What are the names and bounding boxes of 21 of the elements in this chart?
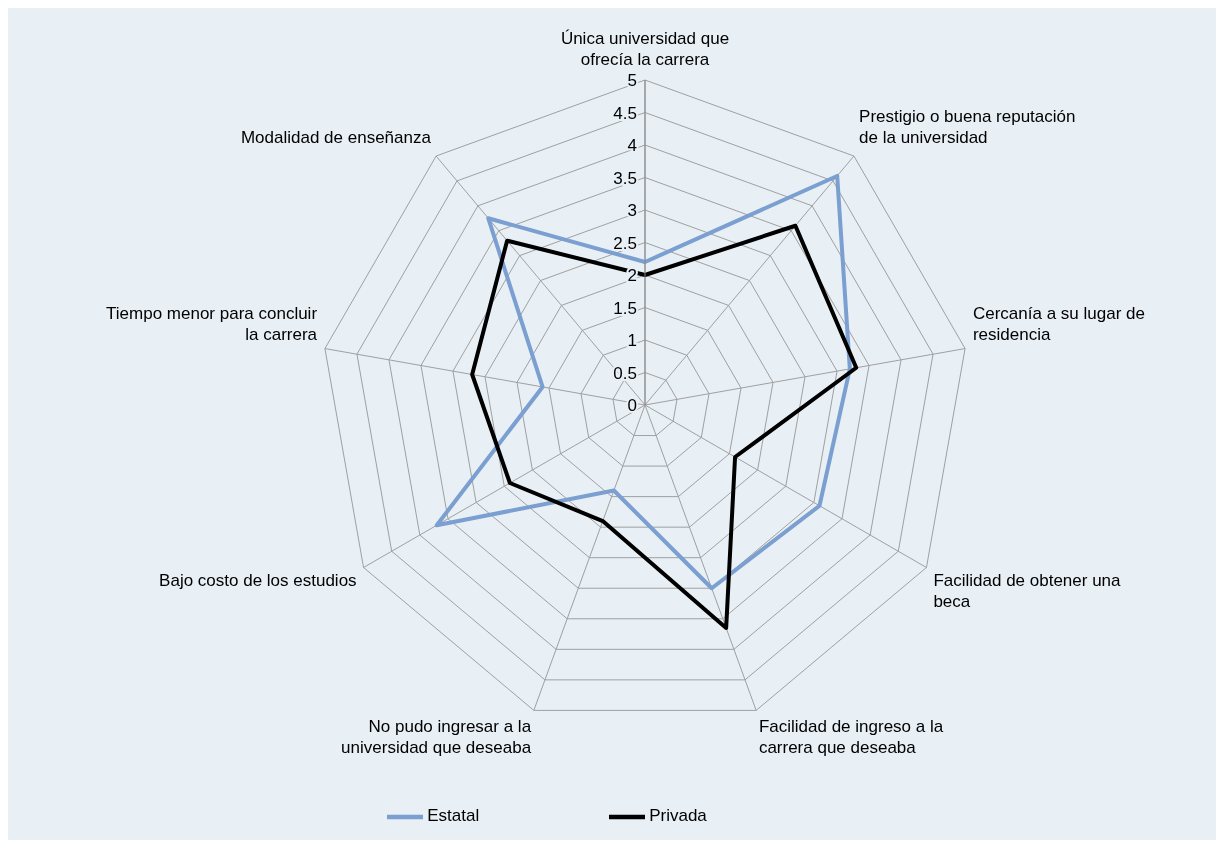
y-tick-label: 3: [627, 201, 637, 220]
y-tick-label: 1: [627, 331, 637, 350]
y-tick-label: 0: [627, 396, 637, 415]
spoke-label: Modalidad de enseñanza: [240, 127, 432, 147]
spoke-label: Facilidad de ingreso a la carrera que deseaba: [758, 716, 944, 757]
legend-label: Estatal: [427, 806, 480, 826]
y-tick-label: 5: [627, 71, 637, 90]
spoke-label: Única universidad que ofrecía la carrera: [560, 29, 730, 69]
y-tick-label: 3.5: [613, 168, 637, 188]
y-tick-label: 4: [627, 136, 637, 155]
y-tick-label: 4.5: [613, 103, 637, 123]
spoke-label: Prestigio o buena reputación de la universidad: [859, 106, 1076, 147]
y-tick-label: 0.5: [613, 363, 637, 383]
legend-label: Privada: [649, 806, 707, 826]
y-tick-label: 2.5: [613, 233, 637, 253]
spoke-label: Bajo costo de los estudios: [159, 570, 357, 590]
y-tick-label: 1.5: [613, 298, 637, 318]
spoke-label: Facilidad de obtener una beca: [933, 570, 1122, 611]
spoke-label: Cercanía a su lugar de residencia: [972, 304, 1145, 345]
spoke-label: No pudo ingresar a la universidad que deseaba: [341, 716, 532, 757]
spoke-label: Tiempo menor para concluir la carrera: [106, 304, 318, 345]
